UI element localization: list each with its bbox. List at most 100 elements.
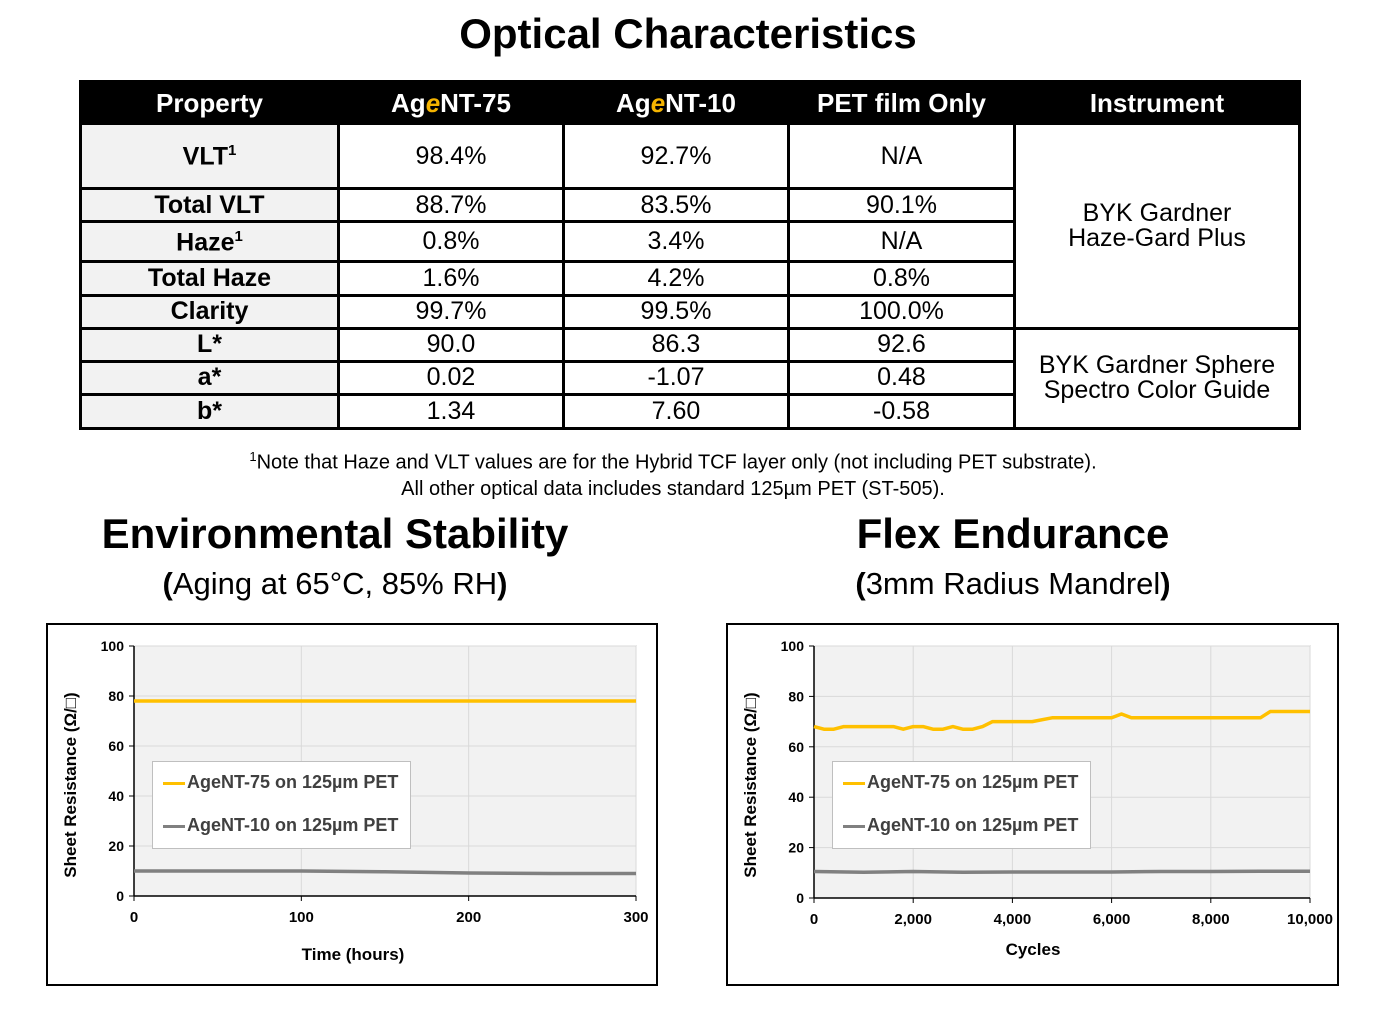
flex-y-tick-label: 20 <box>788 840 804 856</box>
legend-item-agent10: AgeNT-10 on 125µm PET <box>843 815 1078 836</box>
flex-y-tick-label: 100 <box>781 638 805 654</box>
env-x-tick-label: 100 <box>289 909 314 926</box>
flex-y-tick-label: 0 <box>796 890 804 906</box>
row-property: VLT1 <box>79 121 340 191</box>
footnote-mark: 1 <box>228 141 237 159</box>
property-name: Total VLT <box>154 190 265 219</box>
cell-agent10: 99.5% <box>562 293 790 330</box>
env-series-line-agent10 <box>134 869 636 876</box>
header-property: Property <box>79 80 340 125</box>
flex-chart-plot: 0 20 40 60 80 100 0 2,000 4,000 6,000 8,000 10,000 <box>781 638 1333 928</box>
legend-label: AgeNT-10 on 125µm PET <box>867 815 1079 835</box>
env-y-tick-label: 40 <box>108 788 124 804</box>
flex-x-tick-label: 0 <box>810 911 818 928</box>
cell-agent75: 1.6% <box>337 260 565 297</box>
flex-x-tick-label: 4,000 <box>994 911 1032 928</box>
instrument-line: Spectro Color Guide <box>1043 376 1271 405</box>
cell-pet: 0.8% <box>787 260 1016 297</box>
footnote-line-1: 1Note that Haze and VLT values are for t… <box>0 444 1346 476</box>
property-name: Total Haze <box>147 263 272 292</box>
header-agent10-prefix: Ag <box>616 87 651 118</box>
instrument-line: Haze-Gard Plus <box>1068 223 1246 252</box>
legend-label: AgeNT-10 on 125µm PET <box>187 815 399 835</box>
property-name: Haze <box>176 228 235 257</box>
property-name: b* <box>197 396 222 425</box>
cell-pet: 0.48 <box>787 359 1016 396</box>
table-footnote: 1Note that Haze and VLT values are for t… <box>0 444 1346 502</box>
env-y-axis-label: Sheet Resistance (Ω/□) <box>61 692 80 878</box>
row-property: a* <box>79 359 340 396</box>
flex-x-axis-label: Cycles <box>1005 940 1061 959</box>
legend-swatch <box>163 781 185 785</box>
cell-agent75: 1.34 <box>337 392 565 431</box>
property-name: VLT <box>182 142 229 171</box>
header-agent75-suffix: NT-75 <box>440 87 511 118</box>
cell-agent10: 92.7% <box>562 121 790 191</box>
table-row: Total VLT 88.7% 83.5% 90.1% <box>79 187 1300 224</box>
row-property: Clarity <box>79 293 340 330</box>
cell-agent75: 88.7% <box>337 187 565 224</box>
optical-table: Property AgeNT-75 AgeNT-10 PET film Only… <box>79 80 1301 431</box>
cell-agent10: -1.07 <box>562 359 790 396</box>
env-subtitle-text: Aging at 65°C, 85% RH <box>172 566 498 601</box>
flex-title: Flex Endurance <box>856 510 1170 557</box>
flex-x-tick-label: 6,000 <box>1093 911 1131 928</box>
legend-item-agent75: AgeNT-75 on 125µm PET <box>843 772 1078 793</box>
flex-x-tick-label: 8,000 <box>1192 911 1230 928</box>
env-y-tick-label: 20 <box>108 838 124 854</box>
env-y-tick-label: 0 <box>116 888 124 904</box>
header-agent10-e: e <box>650 87 666 118</box>
cell-agent75: 0.02 <box>337 359 565 396</box>
env-x-tick-label: 200 <box>456 909 481 926</box>
cell-agent10: 86.3 <box>562 326 790 363</box>
header-pet: PET film Only <box>787 80 1016 125</box>
table-row: Clarity 99.7% 99.5% 100.0% <box>79 293 1300 330</box>
cell-agent75: 99.7% <box>337 293 565 330</box>
cell-pet: 90.1% <box>787 187 1016 224</box>
cell-agent75: 98.4% <box>337 121 565 191</box>
property-name: Clarity <box>170 297 249 326</box>
cell-pet: -0.58 <box>787 392 1016 431</box>
env-x-tick-label: 300 <box>623 909 648 926</box>
flex-y-tick-label: 40 <box>788 789 804 805</box>
flex-chart: 0 20 40 60 80 100 0 2,000 4,000 6,000 8,000 10,000 … <box>726 623 1339 986</box>
env-y-tick-label: 80 <box>108 688 124 704</box>
legend-label: AgeNT-75 on 125µm PET <box>867 772 1079 792</box>
instrument-haze-gard: BYK Gardner Haze-Gard Plus <box>1013 122 1301 330</box>
header-agent75-prefix: Ag <box>391 87 426 118</box>
env-x-tick-label: 0 <box>130 909 138 926</box>
cell-pet: N/A <box>787 121 1016 191</box>
property-name: a* <box>197 363 222 392</box>
legend-swatch <box>163 824 185 828</box>
row-property: Total Haze <box>79 260 340 297</box>
cell-agent10: 3.4% <box>562 220 790 264</box>
cell-agent10: 4.2% <box>562 260 790 297</box>
paren-close: ) <box>497 566 508 601</box>
footnote-mark: 1 <box>234 227 243 245</box>
cell-agent75: 0.8% <box>337 220 565 264</box>
cell-agent75: 90.0 <box>337 326 565 363</box>
flex-y-tick-label: 60 <box>788 739 804 755</box>
flex-y-tick-label: 80 <box>788 688 804 704</box>
header-agent75: AgeNT-75 <box>337 80 565 125</box>
flex-subtitle: (3mm Radius Mandrel) <box>720 566 1306 602</box>
optical-title: Optical Characteristics <box>459 10 917 57</box>
property-name: L* <box>197 330 222 359</box>
cell-pet: 100.0% <box>787 293 1016 330</box>
paren-close: ) <box>1160 566 1171 601</box>
instrument-line: BYK Gardner <box>1082 198 1232 227</box>
cell-agent10: 83.5% <box>562 187 790 224</box>
table-row: Total Haze 1.6% 4.2% 0.8% <box>79 260 1300 297</box>
header-agent75-e: e <box>425 87 441 118</box>
legend-swatch <box>843 781 865 785</box>
table-row: Haze1 0.8% 3.4% N/A <box>79 220 1300 264</box>
flex-x-tick-label: 2,000 <box>894 911 932 928</box>
row-property: b* <box>79 392 340 431</box>
row-property: Total VLT <box>79 187 340 224</box>
legend-item-agent10: AgeNT-10 on 125µm PET <box>163 815 398 836</box>
table-row: L* 90.0 86.3 92.6 BYK Gardner Sphere Spec… <box>79 326 1301 431</box>
cell-pet: N/A <box>787 220 1016 264</box>
flex-legend: AgeNT-75 on 125µm PET AgeNT-10 on 125µm … <box>832 761 1091 849</box>
instrument-spectro-guide: BYK Gardner Sphere Spectro Color Guide <box>1013 326 1301 431</box>
header-agent10: AgeNT-10 <box>562 80 790 125</box>
